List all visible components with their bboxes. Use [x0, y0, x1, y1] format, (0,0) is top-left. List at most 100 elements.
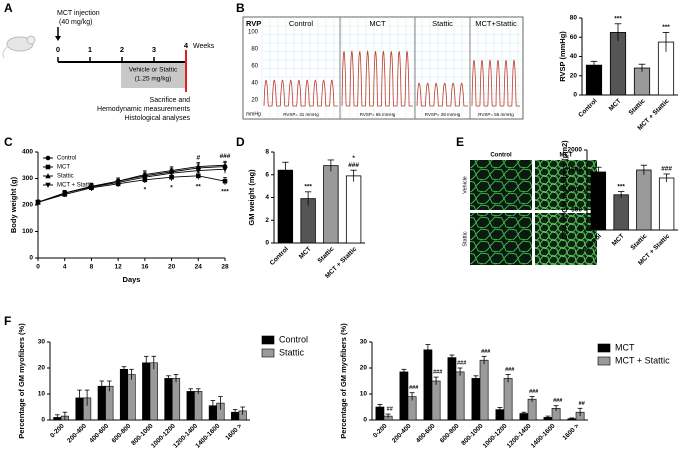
trace-tick-label: 20 [251, 98, 258, 104]
annotation: ** [196, 183, 202, 190]
legend-label: MCT [57, 165, 70, 171]
mouse-icon [2, 46, 8, 59]
y-tick-label: 0 [265, 240, 269, 247]
row-label: Stattic [462, 231, 468, 247]
x-tick-label: 1400-1600 [194, 422, 221, 449]
point [222, 166, 228, 173]
panel-label: B [236, 1, 245, 15]
point [62, 190, 68, 196]
bar [471, 378, 481, 421]
bar [479, 359, 489, 421]
micrograph [470, 213, 532, 265]
trace-tick-label: 80 [251, 47, 258, 53]
x-tick-label: 600-800 [111, 422, 133, 444]
x-tick-label: 600-800 [439, 422, 461, 444]
trace-group: Stattic [432, 19, 453, 28]
annotation: ### [457, 360, 466, 366]
micrograph [470, 160, 532, 210]
point [142, 174, 148, 181]
bar [590, 171, 607, 231]
arrow [55, 36, 61, 41]
legend-swatch [261, 335, 275, 345]
y-tick-label: 80 [570, 15, 578, 22]
x-tick-label: Stattic [317, 245, 336, 264]
legend-label: Control [279, 334, 308, 344]
x-tick-label: 1400-1600 [530, 422, 557, 449]
trace-wave [263, 79, 338, 107]
y-tick-label: 0 [41, 417, 45, 424]
y-tick-label: 40 [570, 53, 578, 60]
annotation: ## [579, 401, 585, 407]
legend-swatch [597, 356, 611, 366]
week-label: 4 [184, 41, 189, 50]
bar [455, 371, 465, 421]
panel-label: D [236, 135, 245, 149]
annotation: ### [553, 398, 562, 404]
bar [613, 194, 629, 231]
week-label: 3 [152, 45, 156, 54]
legend-label: Stattic [279, 347, 305, 357]
y-axis-label: GM weight (mg) [247, 169, 256, 226]
annotation: *** [614, 15, 622, 22]
point [169, 174, 174, 180]
annotation: ### [220, 153, 231, 160]
y-axis-label: CSA of GM myofibers (μm2) [560, 140, 569, 240]
x-tick-label: 1600 > [561, 423, 580, 442]
timeline-text: MCT injection [57, 10, 100, 17]
point [195, 168, 201, 174]
annotation: *** [304, 184, 312, 191]
end-text: Sacrifice and [150, 97, 191, 104]
y-tick-label: 0 [573, 92, 577, 99]
legend-label: MCT + Stattic [57, 183, 93, 189]
bar [633, 67, 651, 96]
week-label: 2 [120, 45, 124, 54]
annotation: ## [387, 406, 393, 412]
annotation: *** [617, 183, 625, 190]
legend-label: Control [57, 156, 76, 162]
mouse-icon [26, 35, 36, 45]
annotation: ### [505, 367, 514, 373]
point [115, 180, 121, 186]
x-tick-label: 12 [115, 264, 123, 271]
x-tick-label: 0-200 [49, 422, 66, 439]
trace-tick-label: 100 [248, 30, 259, 36]
week-label: 1 [88, 45, 92, 54]
pressure-traces: RVP 100 80 60 40 20 mmHg Control RVSP= 31 mmHg M… [242, 16, 524, 120]
x-tick-label: 1000-1200 [482, 422, 509, 449]
bar [431, 380, 441, 421]
annotation: *** [662, 24, 670, 31]
annotation: ### [433, 370, 442, 376]
annotation: ### [409, 385, 418, 391]
legend-label: Stattic [57, 174, 74, 180]
y-tick-label: 0 [363, 417, 367, 424]
x-tick-label: Control [269, 246, 290, 267]
y-tick-label: 6 [265, 171, 269, 178]
x-tick-label: Stattic [628, 97, 647, 116]
trace-label: RVP [246, 19, 261, 28]
panel-label: E [456, 135, 464, 149]
row-label: Vehicle [462, 176, 468, 194]
point [35, 200, 41, 206]
y-tick-label: 1500 [568, 167, 583, 174]
point [45, 155, 51, 161]
y-tick-label: 20 [570, 72, 578, 79]
bar [119, 368, 129, 421]
bar [658, 177, 675, 231]
point [168, 170, 175, 177]
trace-rvsp: RVSP= 55 mmHg [478, 112, 514, 117]
column-label: MCT [560, 153, 573, 159]
x-tick-label: 400-600 [415, 422, 437, 444]
timeline: MCT injection (40 mg/kg) 0 1 2 3 4 Weeks… [2, 10, 215, 122]
point [45, 164, 51, 170]
trace-tick-label: 40 [251, 81, 258, 87]
x-tick-label: 800-1000 [460, 422, 485, 447]
y-axis-label: Body weight (g) [9, 176, 18, 233]
x-tick-label: 4 [63, 264, 67, 271]
treatment-box [121, 62, 185, 88]
series-line [37, 175, 226, 203]
y-tick-label: 2 [265, 217, 269, 224]
y-tick-label: 300 [22, 175, 33, 182]
trace-rvsp: RVSP= 65 mmHg [360, 112, 396, 117]
point [45, 173, 51, 179]
x-tick-label: 400-600 [88, 422, 110, 444]
